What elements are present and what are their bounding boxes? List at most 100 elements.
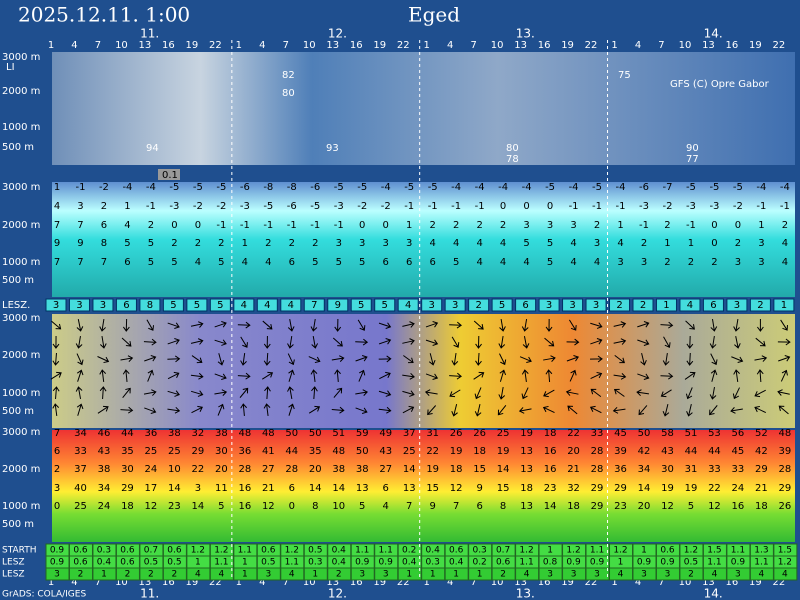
temp-value: -8	[263, 182, 273, 193]
wind-arrow	[75, 335, 83, 349]
wind-arrow	[52, 335, 60, 349]
temp-value: 3	[359, 238, 365, 249]
temp-value: -3	[334, 201, 344, 212]
hum-value: 30	[215, 446, 228, 457]
hour: 10	[491, 40, 504, 51]
day: 14.	[704, 587, 723, 600]
wind-arrow	[613, 388, 625, 397]
wind-arrow	[545, 318, 553, 332]
lesz-value: 4	[687, 300, 693, 311]
wind-arrow	[473, 320, 484, 330]
lesz-cell	[609, 298, 631, 312]
wind-arrow	[613, 321, 627, 328]
lesz-value: 5	[382, 300, 388, 311]
wind-arrow	[52, 386, 60, 400]
hum-value: 44	[121, 428, 134, 439]
bottom-value: 0.6	[120, 546, 135, 556]
wind-arrow	[451, 336, 460, 348]
wind-arrow	[99, 386, 107, 400]
wind-arrow	[449, 389, 461, 398]
wind-arrow	[425, 339, 439, 346]
bottom-value: 0.4	[97, 558, 112, 568]
hum-value: 28	[591, 464, 604, 475]
wind-arrow	[190, 321, 204, 328]
bottom-value: 0.9	[566, 558, 581, 568]
temp-value: -6	[639, 182, 649, 193]
wind-arrow	[308, 356, 321, 364]
bottom-value: 1.3	[754, 546, 768, 556]
wind-arrow	[545, 369, 553, 383]
wind-arrow	[310, 318, 318, 332]
hour: 13	[326, 577, 339, 588]
wind-arrow	[686, 404, 693, 417]
wind-arrow	[120, 406, 134, 414]
hour: 7	[95, 40, 101, 51]
bottom-value: 1	[641, 546, 647, 556]
temp-value: 7	[101, 257, 107, 268]
temp-value: 0	[383, 220, 389, 231]
hour: 10	[491, 577, 504, 588]
wind-arrow	[521, 318, 529, 332]
wind-arrow	[427, 405, 437, 416]
hum-value: 27	[379, 464, 392, 475]
hum-value: 2	[54, 464, 60, 475]
hum-value: 14	[544, 501, 557, 512]
hour: 1	[48, 577, 54, 588]
temp-value: -7	[662, 182, 672, 193]
lesz-cell	[209, 298, 231, 312]
temp-value: 5	[312, 257, 318, 268]
temp-value: 7	[77, 220, 83, 231]
wind-arrow	[777, 389, 790, 396]
temp-value: -1	[334, 220, 344, 231]
hour: 10	[679, 577, 692, 588]
temp-value: 9	[77, 238, 83, 249]
wind-arrow	[660, 321, 674, 329]
bottom-value: 1.5	[778, 546, 792, 556]
bottom-value: 1	[547, 546, 553, 556]
lesz-value: 4	[405, 300, 411, 311]
cloud-label: 94	[146, 143, 159, 154]
wind-arrow	[263, 352, 271, 366]
bottom-value: 1.1	[519, 558, 533, 568]
temp-value: 2	[171, 238, 177, 249]
wind-arrow	[99, 318, 106, 332]
wind-arrow	[147, 369, 154, 382]
temp-value: 6	[101, 220, 107, 231]
bottom-value: 0.3	[97, 546, 111, 556]
lesz-cell	[374, 298, 396, 312]
hour: 22	[209, 577, 222, 588]
bottom-value: 1.2	[214, 546, 228, 556]
lesz-cell	[726, 298, 748, 312]
hum-value: 29	[755, 464, 768, 475]
wind-arrow	[378, 322, 392, 329]
lesz-value: 4	[288, 300, 294, 311]
temp-value: 0	[711, 220, 717, 231]
bottom-value: 2	[500, 570, 506, 580]
hum-value: 25	[497, 428, 510, 439]
temp-value: -1	[569, 201, 579, 212]
lesz-cell	[327, 298, 349, 312]
wind-arrow	[475, 352, 482, 366]
hum-value: 14	[309, 483, 322, 494]
hum-value: 51	[685, 428, 698, 439]
day: 11.	[140, 587, 159, 600]
wind-arrow	[214, 339, 227, 346]
hum-value: 38	[98, 464, 111, 475]
bottom-value: 0.9	[50, 558, 65, 568]
wind-arrow	[75, 386, 83, 399]
hum-value: 22	[192, 464, 205, 475]
bottom-value: 1	[453, 570, 459, 580]
hum-value: 12	[145, 501, 158, 512]
hour: 16	[162, 577, 175, 588]
hum-value: 29	[614, 483, 627, 494]
wind-arrow	[167, 355, 181, 363]
hour: 10	[115, 40, 128, 51]
bottom-value: 0.4	[332, 558, 347, 568]
hum-value: 18	[450, 464, 463, 475]
lesz-cell	[256, 298, 278, 312]
temp-value: -4	[381, 182, 391, 193]
hum-value: 22	[708, 483, 721, 494]
wind-arrow	[778, 405, 789, 415]
lesz-cell	[655, 298, 677, 312]
temp-value: 9	[54, 238, 60, 249]
